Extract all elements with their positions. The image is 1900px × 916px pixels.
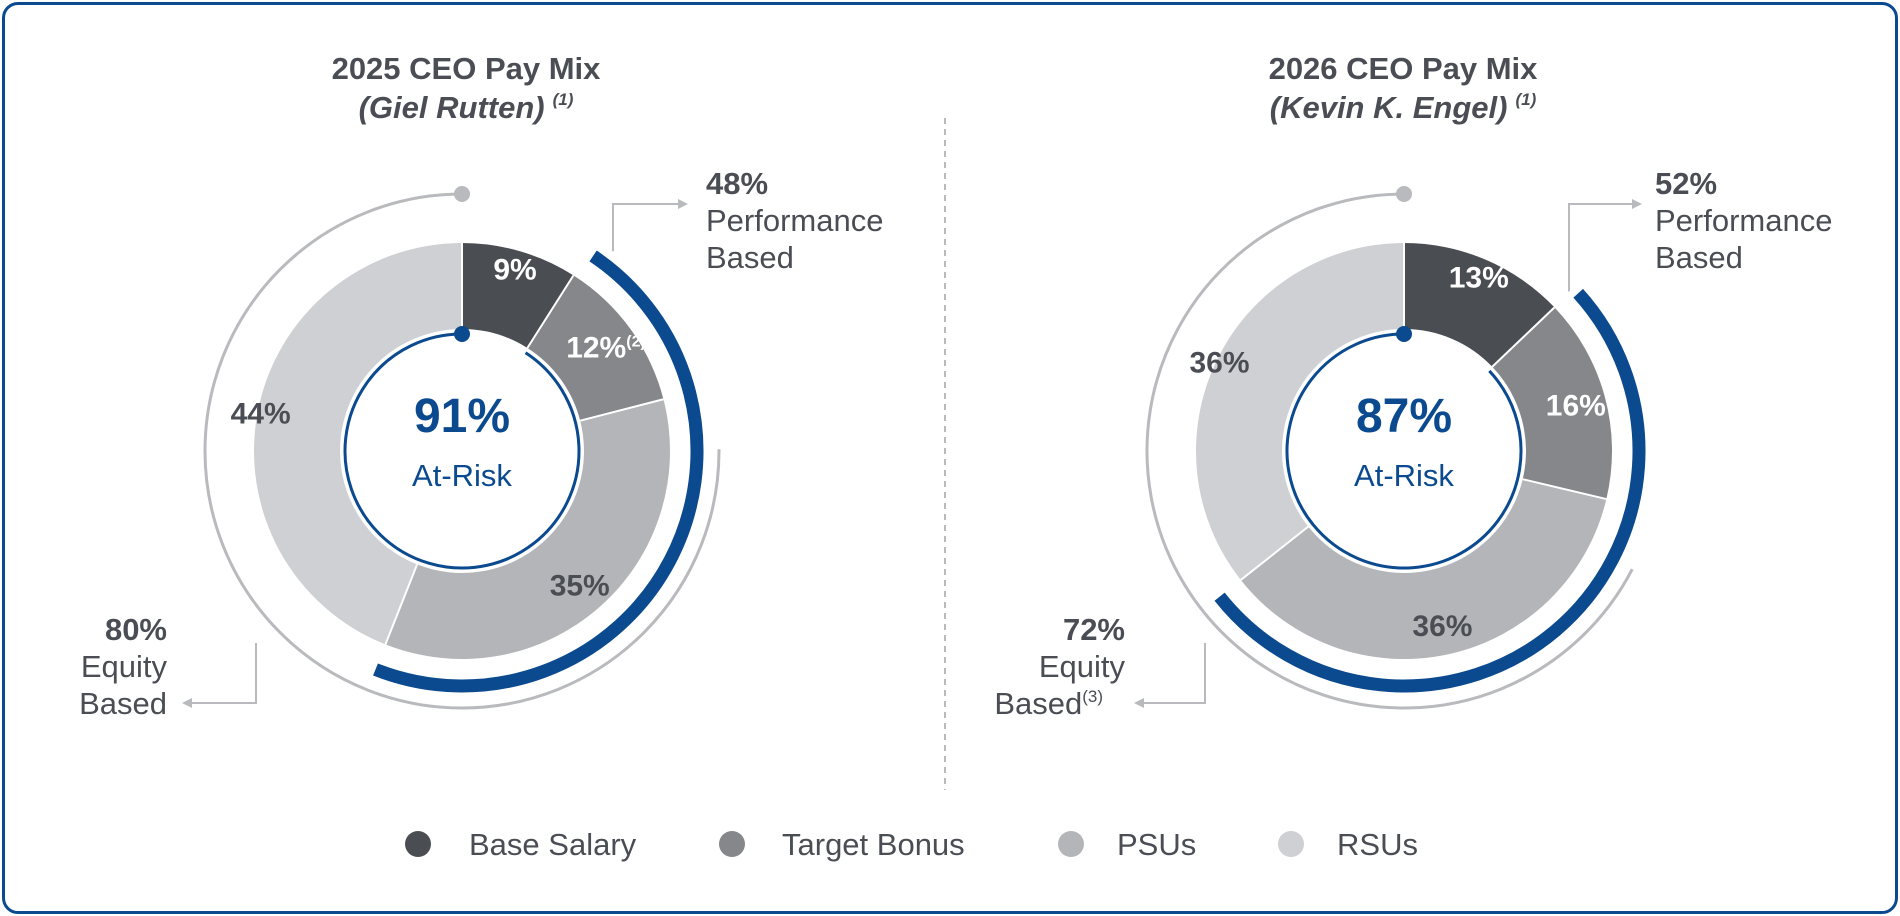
performance-based-connector bbox=[612, 199, 688, 252]
segment-label-value: 16% bbox=[1546, 389, 1606, 422]
subtitle-text: (Giel Rutten) bbox=[359, 90, 545, 125]
donut-segment-rsus bbox=[1196, 243, 1404, 580]
at-risk-arc-dot bbox=[1396, 326, 1412, 342]
donut-chart: 13% 16% 36% 36% bbox=[1134, 186, 1646, 710]
chart-2025: 2025 CEO Pay Mix (Giel Rutten) (1) 9%12%(… bbox=[79, 51, 883, 721]
performance-based-line2: Based bbox=[706, 240, 794, 275]
segment-label-target-bonus: 12%(2) bbox=[566, 331, 646, 364]
segment-label-psus: 36% bbox=[1412, 610, 1472, 643]
at-risk-label: At-Risk bbox=[412, 458, 512, 493]
segment-divider bbox=[579, 398, 664, 422]
legend-label-target-bonus: Target Bonus bbox=[782, 827, 965, 862]
legend-label-rsus: RSUs bbox=[1337, 827, 1418, 862]
subtitle-footnote: (1) bbox=[553, 90, 574, 109]
equity-based-connector bbox=[1134, 643, 1206, 708]
legend-swatch-target-bonus bbox=[719, 831, 745, 857]
at-risk-arc bbox=[343, 332, 581, 570]
segment-divider bbox=[1491, 306, 1556, 368]
chart-title: 2025 CEO Pay Mix bbox=[332, 51, 602, 86]
segment-label-rsus: 44% bbox=[231, 398, 291, 431]
at-risk-percent: 91% bbox=[414, 390, 510, 443]
equity-based-percent: 72% bbox=[1063, 612, 1125, 647]
legend-label-psus: PSUs bbox=[1117, 827, 1196, 862]
performance-based-arc bbox=[1214, 288, 1646, 693]
segment-divider bbox=[1240, 525, 1309, 581]
legend-swatch-rsus bbox=[1278, 831, 1304, 857]
equity-based-footnote: (3) bbox=[1082, 687, 1103, 706]
segment-label-target-bonus: 16% bbox=[1546, 389, 1606, 422]
equity-based-line2: Based(3) bbox=[994, 686, 1103, 721]
chart-subtitle: (Giel Rutten) (1) bbox=[359, 90, 574, 125]
chart-title: 2026 CEO Pay Mix bbox=[1269, 51, 1539, 86]
performance-based-percent: 48% bbox=[706, 166, 768, 201]
segment-label-value: 12% bbox=[566, 331, 626, 364]
equity-based-arc-dot bbox=[454, 186, 470, 202]
performance-based-percent: 52% bbox=[1655, 166, 1717, 201]
segment-label-value: 35% bbox=[550, 570, 610, 603]
donut-segment-target-bonus bbox=[1492, 307, 1613, 500]
at-risk-arc bbox=[1285, 332, 1523, 570]
donut-chart: 9% 12%(2) 35% 44% bbox=[182, 186, 721, 710]
performance-based-arc bbox=[373, 250, 704, 693]
segment-label-psus: 35% bbox=[550, 570, 610, 603]
segment-label-value: 36% bbox=[1412, 610, 1472, 643]
segment-label-base-salary: 9% bbox=[493, 254, 536, 287]
donut-segment-rsus bbox=[253, 243, 462, 645]
donut-segment-target-bonus bbox=[527, 275, 664, 421]
at-risk-label: At-Risk bbox=[1354, 458, 1454, 493]
performance-based-line1: Performance bbox=[706, 203, 883, 238]
segment-label-base-salary: 13% bbox=[1449, 261, 1509, 294]
legend-swatch-psus bbox=[1058, 831, 1084, 857]
segment-divider bbox=[526, 274, 575, 349]
performance-based-line1: Performance bbox=[1655, 203, 1832, 238]
donut-segment-psus bbox=[385, 399, 670, 659]
segment-divider bbox=[384, 564, 419, 645]
segment-label-value: 44% bbox=[231, 398, 291, 431]
chart-subtitle: (Kevin K. Engel) (1) bbox=[1270, 90, 1537, 125]
segment-label-footnote: (2) bbox=[626, 333, 646, 350]
equity-based-line2-text: Based bbox=[994, 686, 1082, 721]
segment-label-value: 36% bbox=[1189, 347, 1249, 380]
equity-based-line1: Equity bbox=[1039, 649, 1126, 684]
segment-label-value: 9% bbox=[493, 254, 536, 287]
chart-2026: 2026 CEO Pay Mix (Kevin K. Engel) (1) 13%… bbox=[994, 51, 1832, 721]
legend-label-base-salary: Base Salary bbox=[469, 827, 637, 862]
equity-based-line2: Based bbox=[79, 686, 167, 721]
performance-based-connector bbox=[1568, 199, 1642, 292]
legend: Base Salary Target Bonus PSUs RSUs bbox=[405, 827, 1418, 862]
segment-label-value: 13% bbox=[1449, 261, 1509, 294]
subtitle-footnote: (1) bbox=[1515, 90, 1536, 109]
segment-divider bbox=[1522, 478, 1607, 501]
equity-based-line1: Equity bbox=[81, 649, 168, 684]
donut-segment-base-salary bbox=[1404, 243, 1555, 367]
equity-based-arc bbox=[1145, 192, 1634, 710]
segment-label-rsus: 36% bbox=[1189, 347, 1249, 380]
equity-based-arc bbox=[203, 192, 721, 710]
at-risk-arc-dot bbox=[454, 326, 470, 342]
subtitle-text: (Kevin K. Engel) bbox=[1270, 90, 1508, 125]
equity-based-percent: 80% bbox=[105, 612, 167, 647]
at-risk-percent: 87% bbox=[1356, 390, 1452, 443]
legend-swatch-base-salary bbox=[405, 831, 431, 857]
donut-segment-psus bbox=[1240, 479, 1607, 659]
equity-based-connector bbox=[182, 643, 257, 708]
equity-based-arc-dot bbox=[1396, 186, 1412, 202]
performance-based-line2: Based bbox=[1655, 240, 1743, 275]
donut-segment-base-salary bbox=[462, 243, 574, 348]
